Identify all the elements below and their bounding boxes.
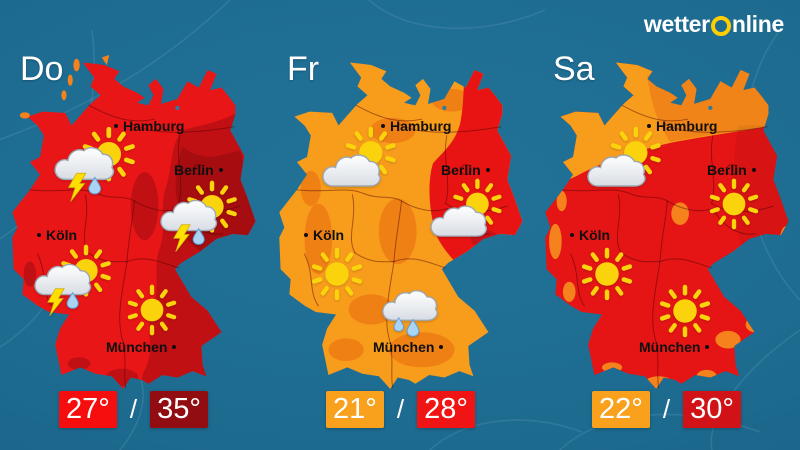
logo-text-nline: nline [731,11,784,37]
panel-fr: Fr Hamburg Berlin [267,0,534,450]
wetteronline-logo: wetter nline [644,13,784,36]
day-label: Fr [287,50,320,88]
temp-max-badge: 35° [150,391,209,428]
temp-slash: / [396,394,405,424]
sun-ring-icon [710,15,731,36]
temp-max-badge: 30° [683,391,742,428]
temp-slash: / [129,394,138,424]
temperature-row-sa: 22° / 30° [533,391,800,428]
temperature-row-fr: 21° / 28° [267,391,534,428]
germany-map-sa [545,62,789,389]
temp-min-badge: 22° [591,391,650,428]
logo-text-wetter: wetter [643,11,710,37]
temp-slash: / [662,394,671,424]
temp-min-badge: 27° [58,391,117,428]
germany-map-do [12,54,256,389]
temp-min-badge: 21° [325,391,384,428]
temp-max-badge: 28° [417,391,476,428]
day-label: Do [20,50,64,88]
temperature-row-do: 27° / 35° [0,391,267,428]
panel-sa: Sa [533,0,800,450]
panel-do: Do Hambur [0,0,267,450]
germany-map-fr [279,62,523,389]
day-label: Sa [553,50,595,88]
